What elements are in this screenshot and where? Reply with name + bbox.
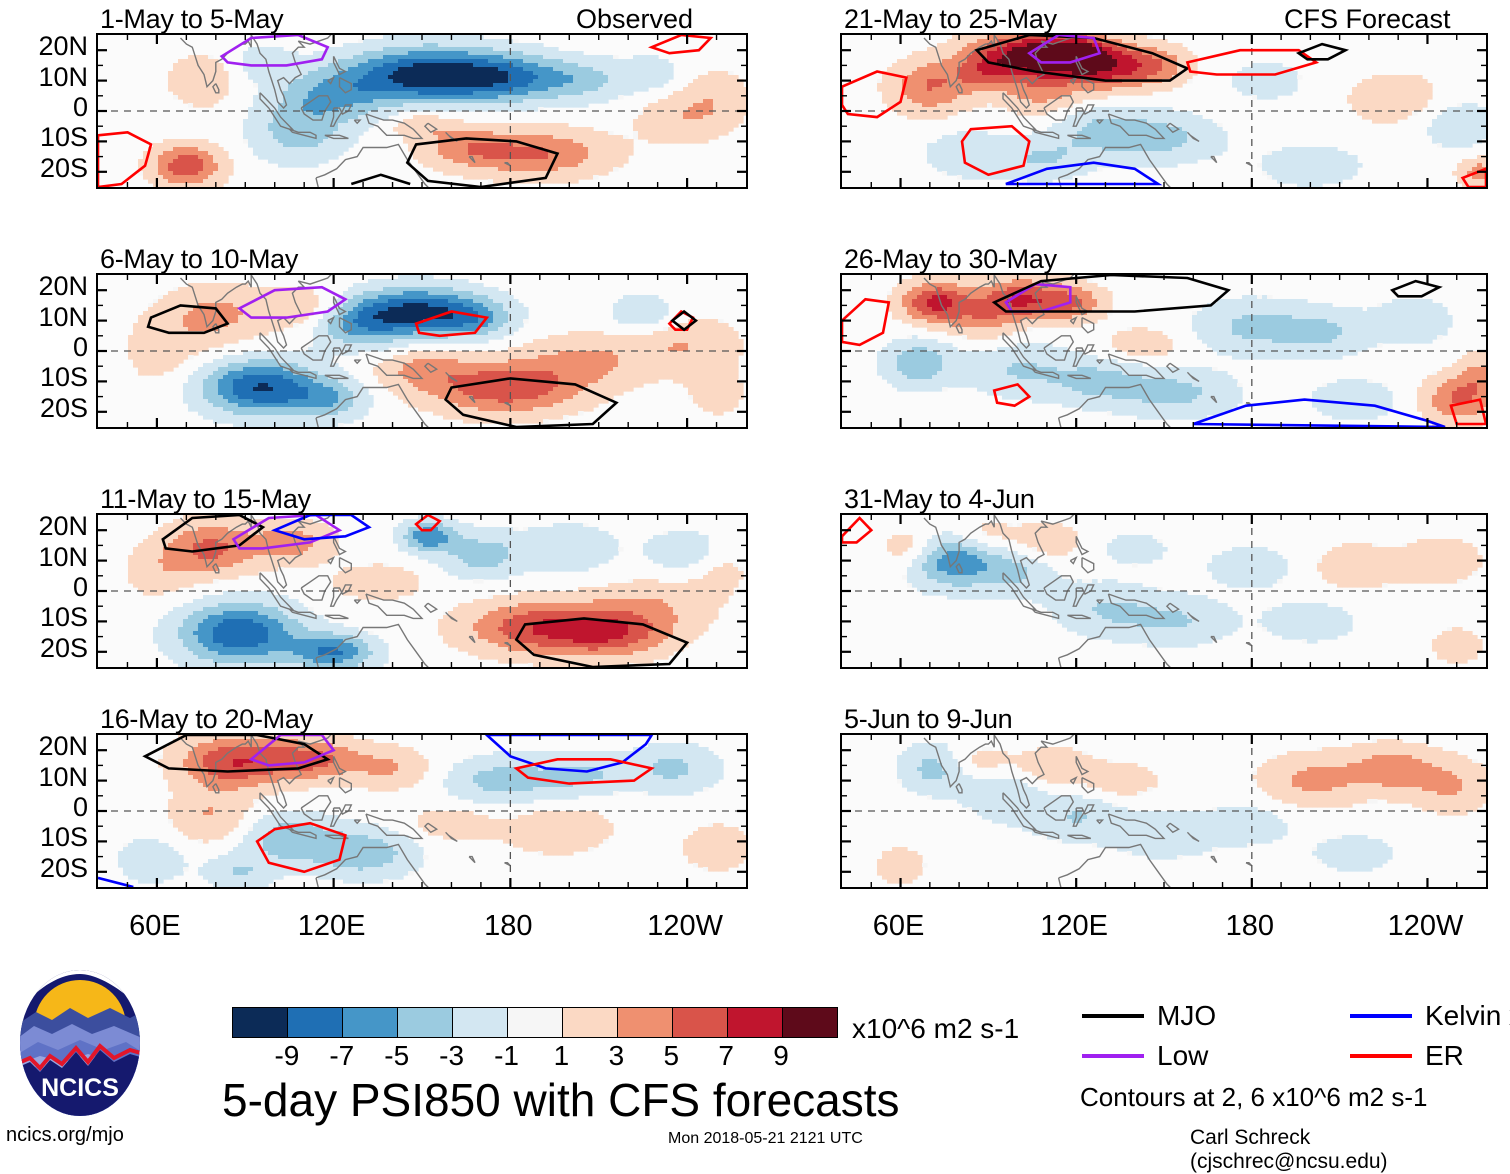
panel-title: 26-May to 30-May [844,244,1057,275]
colorbar-swatch-1 [288,1008,343,1037]
legend-entry-kelvin-x2: Kelvin x2 [1350,1000,1510,1032]
x-tick-120W-col0: 120W [640,910,730,943]
panel-title: 31-May to 4-Jun [844,484,1035,515]
y-tick-0: 0 [0,332,88,363]
x-tick-120E-col1: 120E [1029,910,1119,943]
y-tick-20S: 20S [0,853,88,884]
x-tick-60E-col1: 60E [854,910,944,943]
colorbar-swatch-8 [673,1008,728,1037]
colorbar-swatch-9 [728,1008,783,1037]
map-panel-p3 [96,513,748,669]
legend-line-swatch [1350,1054,1412,1058]
y-tick-10N: 10N [0,302,88,333]
map-panel-p5 [840,33,1488,189]
x-tick-120E-col0: 120E [287,910,377,943]
y-tick-10N: 10N [0,762,88,793]
y-tick-10S: 10S [0,362,88,393]
colorbar-swatch-0 [233,1008,288,1037]
colorbar-swatch-3 [398,1008,453,1037]
colorbar-tick--7: -7 [329,1040,354,1072]
colorbar-tick-9: 9 [773,1040,789,1072]
ncics-logo[interactable]: NCICS [18,968,142,1118]
colorbar-tick--5: -5 [384,1040,409,1072]
panel-title: 6-May to 10-May [100,244,298,275]
y-tick-10S: 10S [0,602,88,633]
colorbar-tick--3: -3 [439,1040,464,1072]
colorbar-tick-5: 5 [663,1040,679,1072]
colorbar-tick-7: 7 [718,1040,734,1072]
colorbar-swatch-7 [618,1008,673,1037]
colorbar-tick-labels: -9 -7 -5 -3 -1 1 3 5 7 9 [232,1040,836,1074]
x-tick-180-col1: 180 [1205,910,1295,943]
colorbar-swatch-5 [508,1008,563,1037]
y-tick-10N: 10N [0,542,88,573]
panel-title: 11-May to 15-May [100,484,311,515]
legend-label: Kelvin x2 [1425,1000,1510,1032]
panel-title: 21-May to 25-May [844,4,1057,35]
y-tick-20N: 20N [0,511,88,542]
legend-entry-low: Low [1082,1040,1208,1072]
colorbar-swatch-4 [453,1008,508,1037]
y-tick-0: 0 [0,92,88,123]
units-label: x10^6 m2 s-1 [852,1013,1019,1045]
legend-line-swatch [1082,1014,1144,1018]
map-panel-p6 [840,273,1488,429]
y-tick-20S: 20S [0,153,88,184]
panel-title: 5-Jun to 9-Jun [844,704,1012,735]
main-title: 5-day PSI850 with CFS forecasts [222,1073,900,1127]
y-tick-10S: 10S [0,822,88,853]
y-tick-20S: 20S [0,633,88,664]
map-panel-p7 [840,513,1488,669]
y-tick-10S: 10S [0,122,88,153]
x-tick-180-col0: 180 [463,910,553,943]
colorbar-tick--1: -1 [494,1040,519,1072]
legend-line-swatch [1350,1014,1412,1018]
credit[interactable]: Carl Schreck (cjschrec@ncsu.edu) [1190,1126,1510,1174]
legend-label: ER [1425,1040,1464,1072]
timestamp: Mon 2018-05-21 2121 UTC [668,1130,863,1148]
y-tick-0: 0 [0,792,88,823]
y-tick-20N: 20N [0,271,88,302]
x-tick-120W-col1: 120W [1380,910,1470,943]
map-panel-p2 [96,273,748,429]
panel-title: 1-May to 5-May [100,4,283,35]
column-header: CFS Forecast [1284,4,1451,35]
map-panel-p8 [840,733,1488,889]
y-tick-20N: 20N [0,31,88,62]
map-panel-p4 [96,733,748,889]
colorbar-swatch-10 [783,1008,837,1037]
colorbar-swatch-6 [563,1008,618,1037]
site-url[interactable]: ncics.org/mjo [6,1124,124,1147]
contour-note: Contours at 2, 6 x10^6 m2 s-1 [1080,1082,1427,1113]
legend-entry-mjo: MJO [1082,1000,1216,1032]
map-panel-p1 [96,33,748,189]
colorbar-tick--9: -9 [274,1040,299,1072]
colorbar-swatch-2 [343,1008,398,1037]
legend-entry-er: ER [1350,1040,1464,1072]
y-tick-0: 0 [0,572,88,603]
panel-title: 16-May to 20-May [100,704,313,735]
legend-label: Low [1157,1040,1208,1072]
legend-label: MJO [1157,1000,1216,1032]
colorbar-tick-1: 1 [554,1040,570,1072]
y-tick-20N: 20N [0,731,88,762]
column-header: Observed [576,4,693,35]
y-tick-20S: 20S [0,393,88,424]
colorbar [232,1007,838,1038]
y-tick-10N: 10N [0,62,88,93]
x-tick-60E-col0: 60E [110,910,200,943]
colorbar-tick-3: 3 [609,1040,625,1072]
legend-line-swatch [1082,1054,1144,1058]
